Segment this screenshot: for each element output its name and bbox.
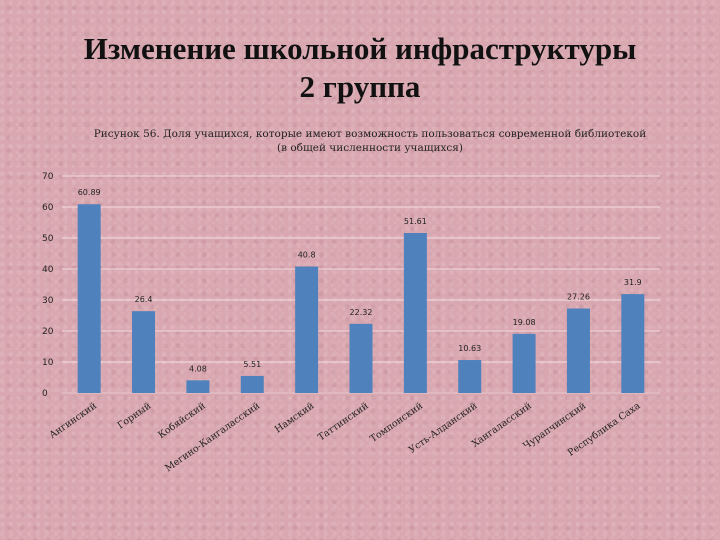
x-tick-label: Мегино-Кангаласский <box>163 400 262 474</box>
data-label: 40.8 <box>298 251 316 260</box>
chart-title-line1: Рисунок 56. Доля учащихся, которые имеют… <box>93 128 647 140</box>
x-tick-label: Ангинский <box>47 400 98 441</box>
data-label: 19.08 <box>513 318 536 327</box>
y-tick-label: 70 <box>42 172 54 182</box>
data-label: 26.4 <box>135 295 153 304</box>
bar <box>621 294 645 393</box>
bar <box>295 266 319 393</box>
chart-title: Рисунок 56. Доля учащихся, которые имеют… <box>80 127 660 155</box>
x-tick-label: Томпонский <box>368 400 425 444</box>
data-label: 27.26 <box>567 292 590 301</box>
slide-title: Изменение школьной инфраструктуры 2 груп… <box>0 30 720 106</box>
x-tick-label: Намский <box>273 400 316 435</box>
data-label: 22.32 <box>350 308 373 317</box>
bar <box>512 333 536 393</box>
x-tick-label: Горный <box>116 400 154 431</box>
data-label: 4.08 <box>189 364 207 373</box>
bar <box>132 311 156 393</box>
y-tick-label: 0 <box>42 389 48 399</box>
y-tick-label: 20 <box>42 327 54 337</box>
bar <box>349 323 373 393</box>
bar <box>458 360 482 393</box>
slide-title-line1: Изменение школьной инфраструктуры <box>83 31 637 66</box>
bar <box>403 233 427 393</box>
data-label: 31.9 <box>624 278 642 287</box>
data-label: 60.89 <box>78 188 101 197</box>
data-label: 5.51 <box>243 360 261 369</box>
y-tick-label: 60 <box>42 203 54 213</box>
bar <box>240 375 264 393</box>
y-tick-label: 30 <box>42 296 54 306</box>
data-label: 10.63 <box>458 344 481 353</box>
y-tick-label: 50 <box>42 234 54 244</box>
y-tick-label: 40 <box>42 265 54 275</box>
bar <box>186 380 210 393</box>
chart-title-line2: (в общей численности учащихся) <box>276 142 463 154</box>
data-label: 51.61 <box>404 217 427 226</box>
x-tick-label: Таттинский <box>316 400 371 443</box>
bar <box>566 308 590 393</box>
bar <box>77 204 101 393</box>
slide-title-line2: 2 группа <box>299 69 421 104</box>
y-tick-label: 10 <box>42 358 54 368</box>
x-tick-label: Кобяйский <box>156 400 207 441</box>
